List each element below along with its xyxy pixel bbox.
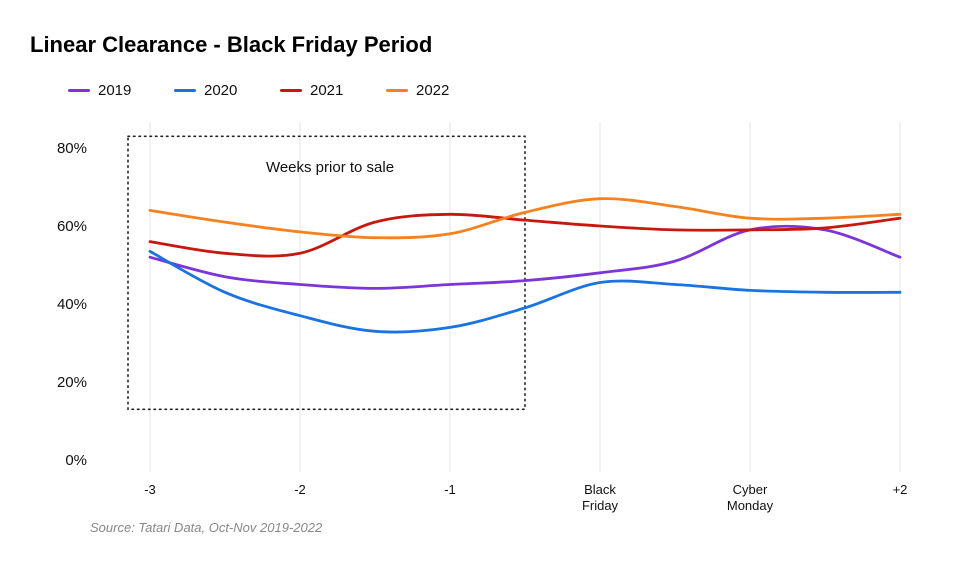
series-line-2021 <box>148 212 902 258</box>
y-tick-label: 20% <box>57 374 87 391</box>
chart-legend: 2019 2020 2021 2022 <box>68 82 492 99</box>
legend-swatch <box>386 89 408 92</box>
series-line-2019 <box>148 224 902 290</box>
series-line-2020 <box>148 249 902 334</box>
legend-label: 2021 <box>310 82 344 99</box>
annotation-label: Weeks prior to sale <box>266 159 394 176</box>
source-note: Source: Tatari Data, Oct-Nov 2019-2022 <box>90 520 323 535</box>
y-tick-label: 60% <box>57 218 87 235</box>
legend-item-2022: 2022 <box>386 82 492 99</box>
legend-swatch <box>280 89 302 92</box>
y-tick-label: 80% <box>57 140 87 157</box>
x-tick-label: +2 <box>893 482 908 497</box>
legend-item-2020: 2020 <box>174 82 280 99</box>
legend-label: 2019 <box>98 82 132 99</box>
x-tick-label: -2 <box>294 482 306 497</box>
x-tick-label: Cyber Monday <box>727 482 774 513</box>
legend-swatch <box>68 89 90 92</box>
y-tick-label: 40% <box>57 296 87 313</box>
chart-title: Linear Clearance - Black Friday Period <box>30 32 433 57</box>
series-line-2022 <box>148 197 902 240</box>
x-tick-label: -1 <box>444 482 456 497</box>
legend-swatch <box>174 89 196 92</box>
y-tick-label: 0% <box>65 452 87 469</box>
legend-item-2019: 2019 <box>68 82 174 99</box>
legend-label: 2020 <box>204 82 238 99</box>
legend-item-2021: 2021 <box>280 82 386 99</box>
x-tick-label: Black Friday <box>582 482 619 513</box>
annotation-box <box>127 135 526 411</box>
x-tick-label: -3 <box>144 482 156 497</box>
legend-label: 2022 <box>416 82 450 99</box>
